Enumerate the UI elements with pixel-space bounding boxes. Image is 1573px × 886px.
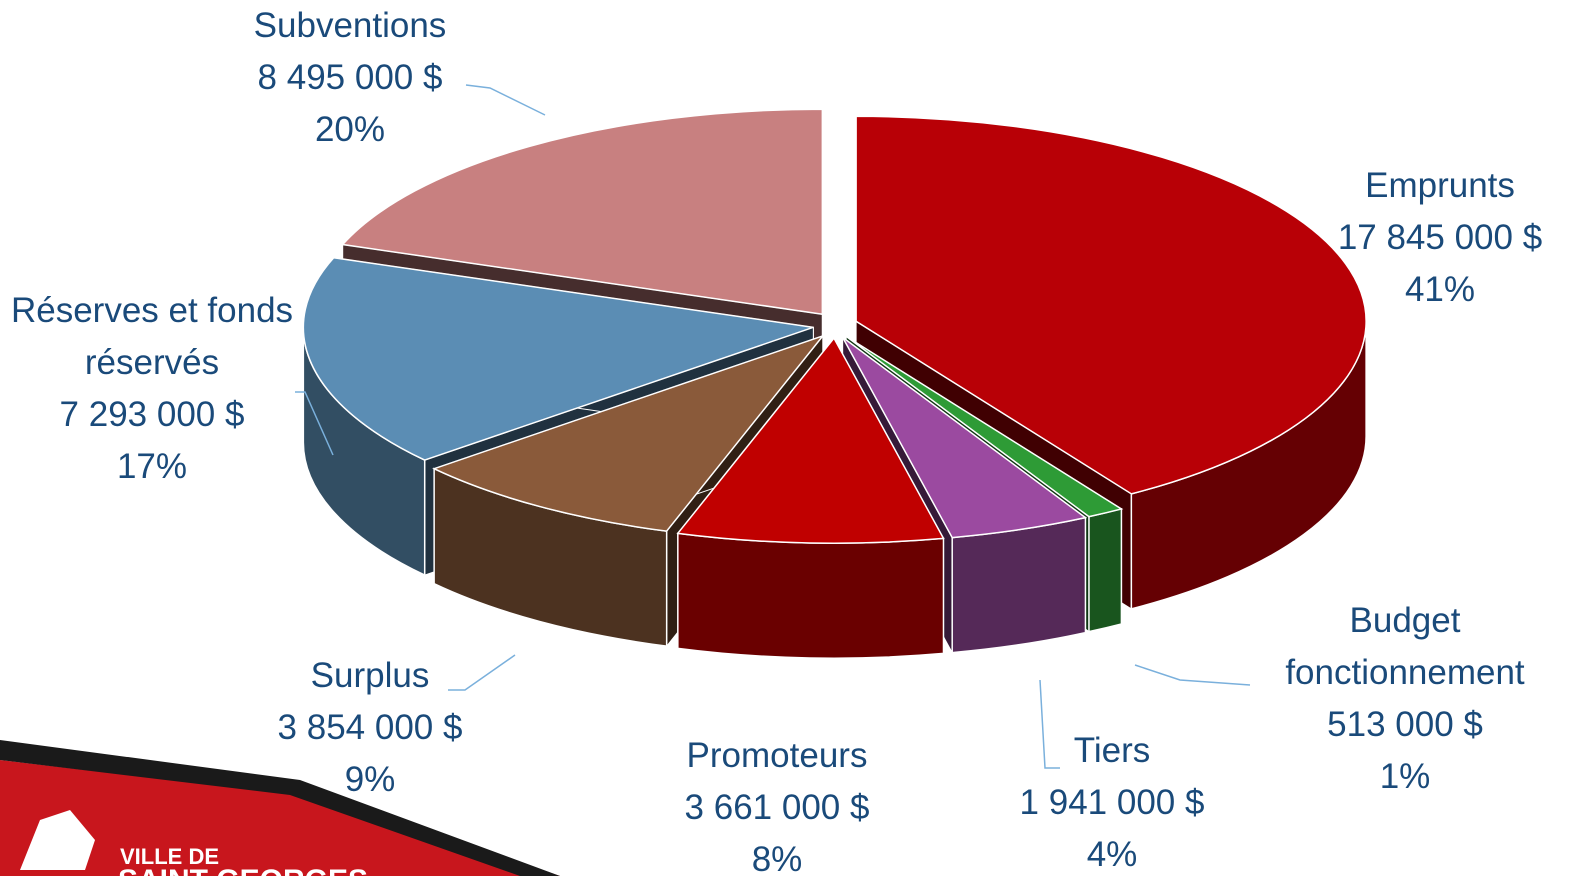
slice (676, 336, 945, 659)
logo-swoosh (0, 760, 560, 876)
logo-line1: VILLE DE (120, 844, 219, 869)
label-value: 3 661 000 $ (684, 788, 870, 827)
data-label: Promoteurs 3 661 000 $ 8% (647, 730, 907, 886)
leader-line (448, 654, 516, 691)
label-percent: 4% (1086, 835, 1138, 874)
slice-top (842, 336, 1088, 539)
leader-line (295, 391, 334, 456)
slice-wall (677, 532, 945, 659)
slice-top (341, 108, 824, 316)
label-name: Tiers (1073, 731, 1151, 770)
leader-line (465, 84, 546, 116)
data-label: Emprunts 17 845 000 $ 41% (1310, 160, 1570, 316)
label-percent: 20% (314, 110, 386, 149)
slice-top (432, 334, 825, 532)
data-label: Surplus 3 854 000 $ 9% (240, 650, 500, 806)
label-value: 7 293 000 $ (59, 395, 245, 434)
slice-top (855, 115, 1367, 495)
logo-swoosh-edge (0, 740, 560, 876)
label-name: Budget fonctionnement (1285, 601, 1525, 692)
logo-icon (20, 810, 95, 870)
logo: VILLE DE SAINT-GEORGES (0, 740, 560, 876)
label-name: Promoteurs (686, 736, 868, 775)
data-label: Réserves et fonds réservés 7 293 000 $ 17% (2, 285, 302, 493)
label-name: Réserves et fonds réservés (10, 291, 294, 382)
slice-top (845, 335, 1124, 518)
label-percent: 41% (1404, 270, 1476, 309)
label-value: 17 845 000 $ (1337, 218, 1543, 257)
label-value: 3 854 000 $ (277, 708, 463, 747)
label-percent: 9% (344, 760, 396, 799)
label-percent: 17% (116, 447, 188, 486)
label-percent: 8% (751, 840, 803, 879)
data-label: Subventions 8 495 000 $ 20% (220, 0, 480, 156)
slice-top (302, 256, 814, 461)
label-name: Emprunts (1365, 166, 1515, 205)
label-name: Surplus (310, 656, 430, 695)
data-label: Budget fonctionnement 513 000 $ 1% (1245, 595, 1565, 803)
label-value: 1 941 000 $ (1019, 783, 1205, 822)
label-value: 513 000 $ (1327, 705, 1483, 744)
slice-wall (951, 516, 1087, 654)
data-label: Tiers 1 941 000 $ 4% (982, 725, 1242, 881)
slice-wall (1088, 507, 1123, 633)
leader-line (1134, 664, 1251, 686)
logo-line2: SAINT-GEORGES (118, 864, 368, 876)
label-value: 8 495 000 $ (257, 58, 443, 97)
leader-line (1039, 679, 1060, 769)
slice-top (676, 336, 945, 544)
label-name: Subventions (253, 6, 447, 45)
label-percent: 1% (1379, 757, 1431, 796)
